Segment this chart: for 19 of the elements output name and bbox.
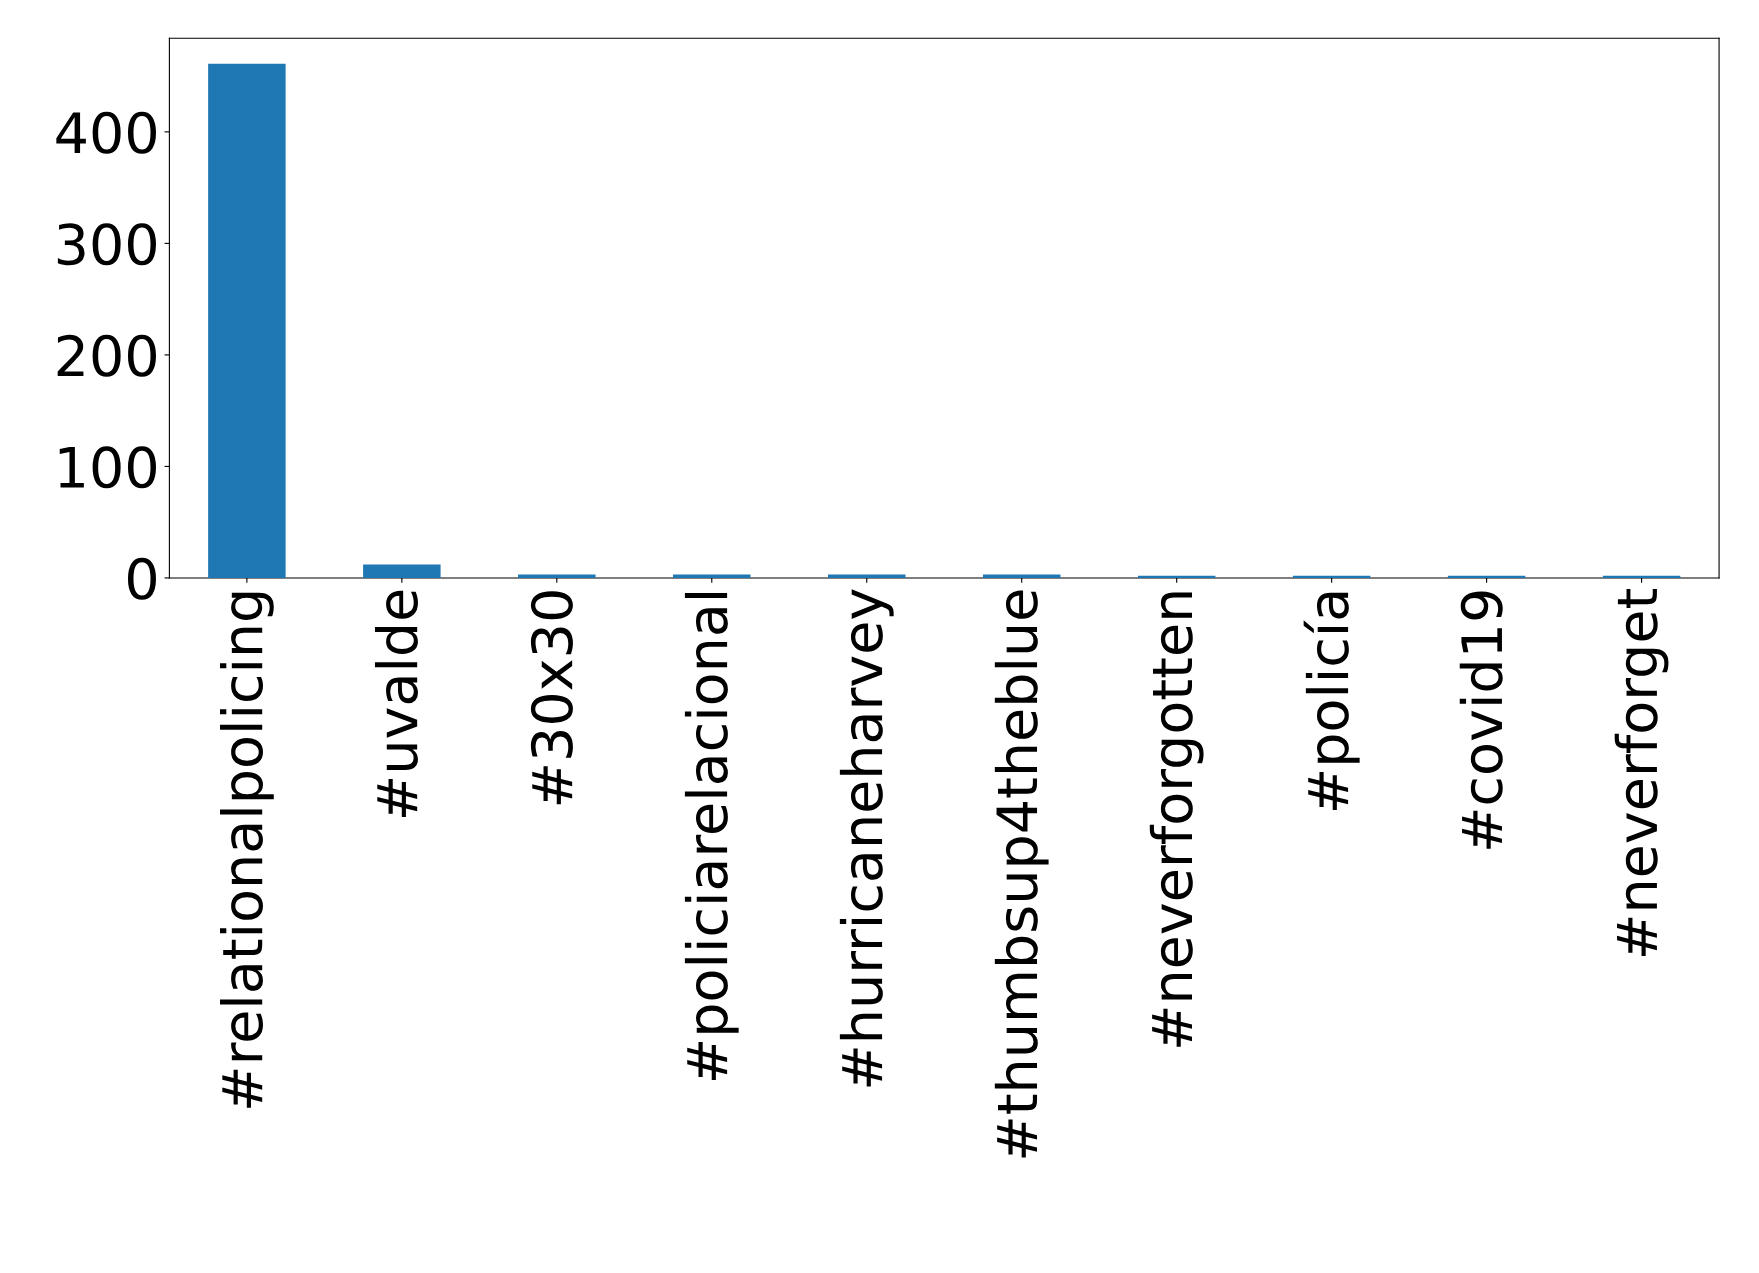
- bar: [518, 574, 596, 578]
- y-tick-label: 300: [57, 223, 156, 266]
- x-tick-label: #policiarelacional: [684, 592, 739, 1080]
- bar: [208, 63, 286, 578]
- y-tick-label: 200: [57, 334, 156, 377]
- x-tick-label: #relationalpolicing: [219, 592, 274, 1108]
- x-tick-label: #thumbsup4theblue: [994, 590, 1049, 1158]
- x-tick-label: #hurricaneharvey: [839, 589, 894, 1087]
- x-tick-label: #neverforget: [1614, 589, 1669, 956]
- x-tick-label: #covid19: [1459, 591, 1503, 849]
- y-tick-label: 100: [59, 446, 156, 489]
- x-tick-label: #policía: [1303, 592, 1360, 811]
- x-tick-label: #30x30: [530, 591, 573, 805]
- y-tick-label: 0: [127, 557, 156, 600]
- y-tick-label: 400: [56, 111, 156, 154]
- x-tick-label: #neverforgotten: [1149, 592, 1204, 1047]
- x-tick-label: #uvalde: [374, 590, 418, 817]
- bar: [673, 574, 751, 578]
- bar: [363, 564, 441, 578]
